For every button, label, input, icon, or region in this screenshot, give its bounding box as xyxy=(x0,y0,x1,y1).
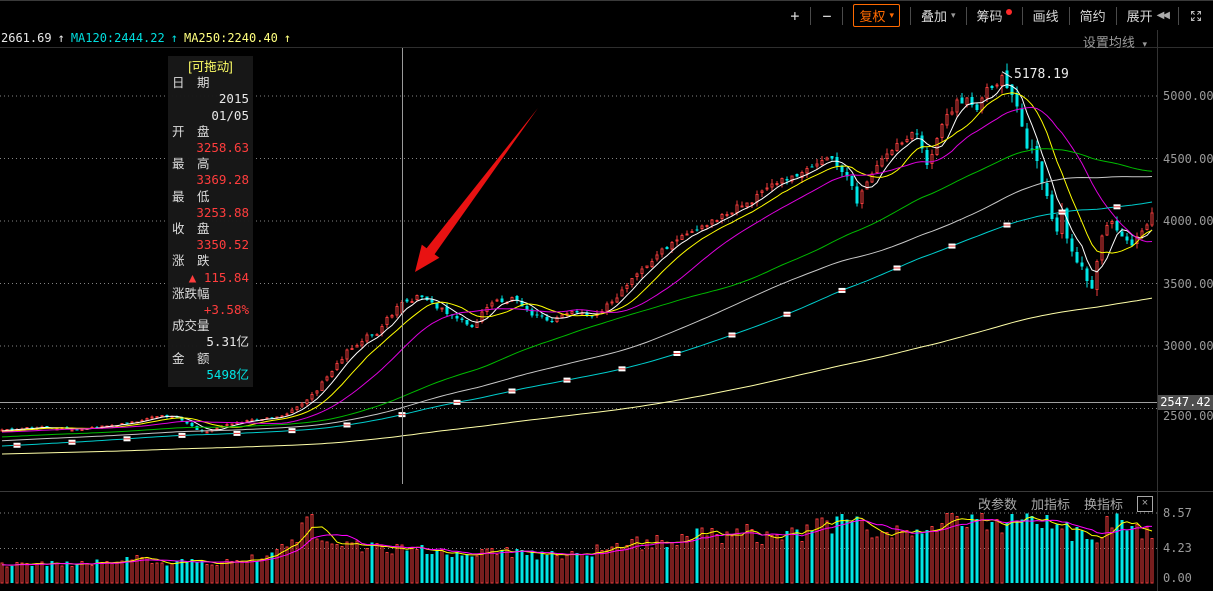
simple-mode-button[interactable]: 简约 xyxy=(1079,9,1106,24)
chips-button[interactable]: 筹码 xyxy=(967,6,1022,26)
last-price-badge: 2547.42 xyxy=(1158,395,1213,410)
collapse-button[interactable]: 展开 ◀◀ xyxy=(1126,9,1170,24)
add-indicator-link[interactable]: 加指标 xyxy=(1030,497,1070,512)
ma-settings-link[interactable]: 设置均线 ▾ xyxy=(1082,35,1147,50)
close-icon[interactable]: × xyxy=(1137,495,1153,512)
peak-price-label: 5178.19 xyxy=(1014,67,1069,82)
moving-average-lines xyxy=(1,83,1153,455)
info-value-volume: 5.31亿 xyxy=(206,334,249,350)
trend-arrow-annotation xyxy=(415,108,538,272)
volume-ma-lines xyxy=(1,516,1153,566)
change-params-link[interactable]: 改参数 xyxy=(977,497,1017,512)
top-toolbar: + − 复权 ▾ 叠加 ▾ 筹码 画线 简约 展开 ◀◀ xyxy=(779,0,1213,30)
volume-tick: 8.57 xyxy=(1163,506,1192,520)
red-dot-badge xyxy=(1005,8,1012,15)
price-tick: 4000.00 xyxy=(1163,214,1213,228)
price-tick: 3000.00 xyxy=(1163,339,1213,353)
info-value-close: 3350.52 xyxy=(196,237,249,253)
draw-line-button[interactable]: 画线 xyxy=(1032,9,1059,24)
fullscreen-button[interactable] xyxy=(1179,6,1213,26)
toolbar-separator xyxy=(810,6,812,25)
toolbar-separator xyxy=(1178,6,1179,25)
toolbar-separator xyxy=(965,6,967,25)
crosshair-info-box[interactable]: [可拖动] 日 期 2015 01/05 开 盘 3258.63 最 高 336… xyxy=(168,56,253,388)
info-value-open: 3258.63 xyxy=(196,140,249,156)
switch-indicator-link[interactable]: 换指标 xyxy=(1083,497,1123,512)
volume-panel-header: 改参数 加指标 换指标 × xyxy=(978,494,1153,513)
info-label: 金 额 xyxy=(172,351,210,366)
adjust-mode-button[interactable]: 复权 ▾ xyxy=(843,4,910,27)
info-label: 收 盘 xyxy=(172,222,210,237)
toolbar-separator xyxy=(1021,6,1023,25)
price-tick: 5000.00 xyxy=(1163,89,1213,103)
info-box-drag-handle[interactable]: [可拖动] xyxy=(188,60,233,74)
info-label: 涨跌幅 xyxy=(172,286,210,301)
ma250-value: MA250:2240.40 xyxy=(183,31,278,45)
info-value-date: 2015 xyxy=(218,91,249,107)
volume-tick: 0.00 xyxy=(1163,571,1192,585)
rewind-icon: ◀◀ xyxy=(1156,10,1170,21)
info-value-amount: 5498亿 xyxy=(206,366,249,382)
zoom-in-button[interactable]: + xyxy=(790,6,800,25)
up-arrow-icon: ↑ xyxy=(283,31,292,45)
info-value-high: 3369.28 xyxy=(196,172,249,188)
toolbar-separator xyxy=(842,6,844,25)
price-tick: 4500.00 xyxy=(1163,152,1213,166)
zoom-out-button[interactable]: − xyxy=(822,6,832,25)
info-label: 最 低 xyxy=(172,189,210,204)
volume-tick: 4.23 xyxy=(1163,541,1192,555)
overlay-button[interactable]: 叠加 ▾ xyxy=(921,9,956,24)
peak-callout-line xyxy=(1001,71,1013,79)
price-tick: 2500.00 xyxy=(1163,409,1213,423)
ma90-value: 2661.69 xyxy=(1,31,52,45)
expand-arrows-icon xyxy=(1191,10,1201,21)
info-value-date: 01/05 xyxy=(211,107,249,123)
volume-bars xyxy=(0,513,1154,584)
toolbar-separator xyxy=(1068,6,1070,25)
info-value-low: 3253.88 xyxy=(196,204,249,220)
up-arrow-icon: ↑ xyxy=(170,31,178,45)
info-label: 最 高 xyxy=(172,157,210,172)
info-value-change-pct: +3.58% xyxy=(203,302,249,318)
chevron-down-icon: ▾ xyxy=(1142,39,1147,49)
up-arrow-icon: ↑ xyxy=(57,31,65,45)
chevron-down-icon: ▾ xyxy=(889,10,894,20)
toolbar-separator xyxy=(910,6,911,25)
price-tick: 3500.00 xyxy=(1163,277,1213,291)
chevron-down-icon: ▾ xyxy=(951,10,956,20)
info-label: 涨 跌 xyxy=(172,254,210,269)
ma120-square-markers xyxy=(13,204,1121,448)
toolbar-separator xyxy=(1115,6,1117,25)
info-label: 日 期 xyxy=(172,76,210,91)
ma-values-header: 2661.69 ↑ MA120:2444.22 ↑ MA250:2240.40 … xyxy=(1,31,291,45)
info-label: 成交量 xyxy=(172,319,210,334)
info-label: 开 盘 xyxy=(172,124,210,139)
info-value-change: ▲ 115.84 xyxy=(188,269,249,285)
ma120-value: MA120:2444.22 xyxy=(70,31,165,45)
